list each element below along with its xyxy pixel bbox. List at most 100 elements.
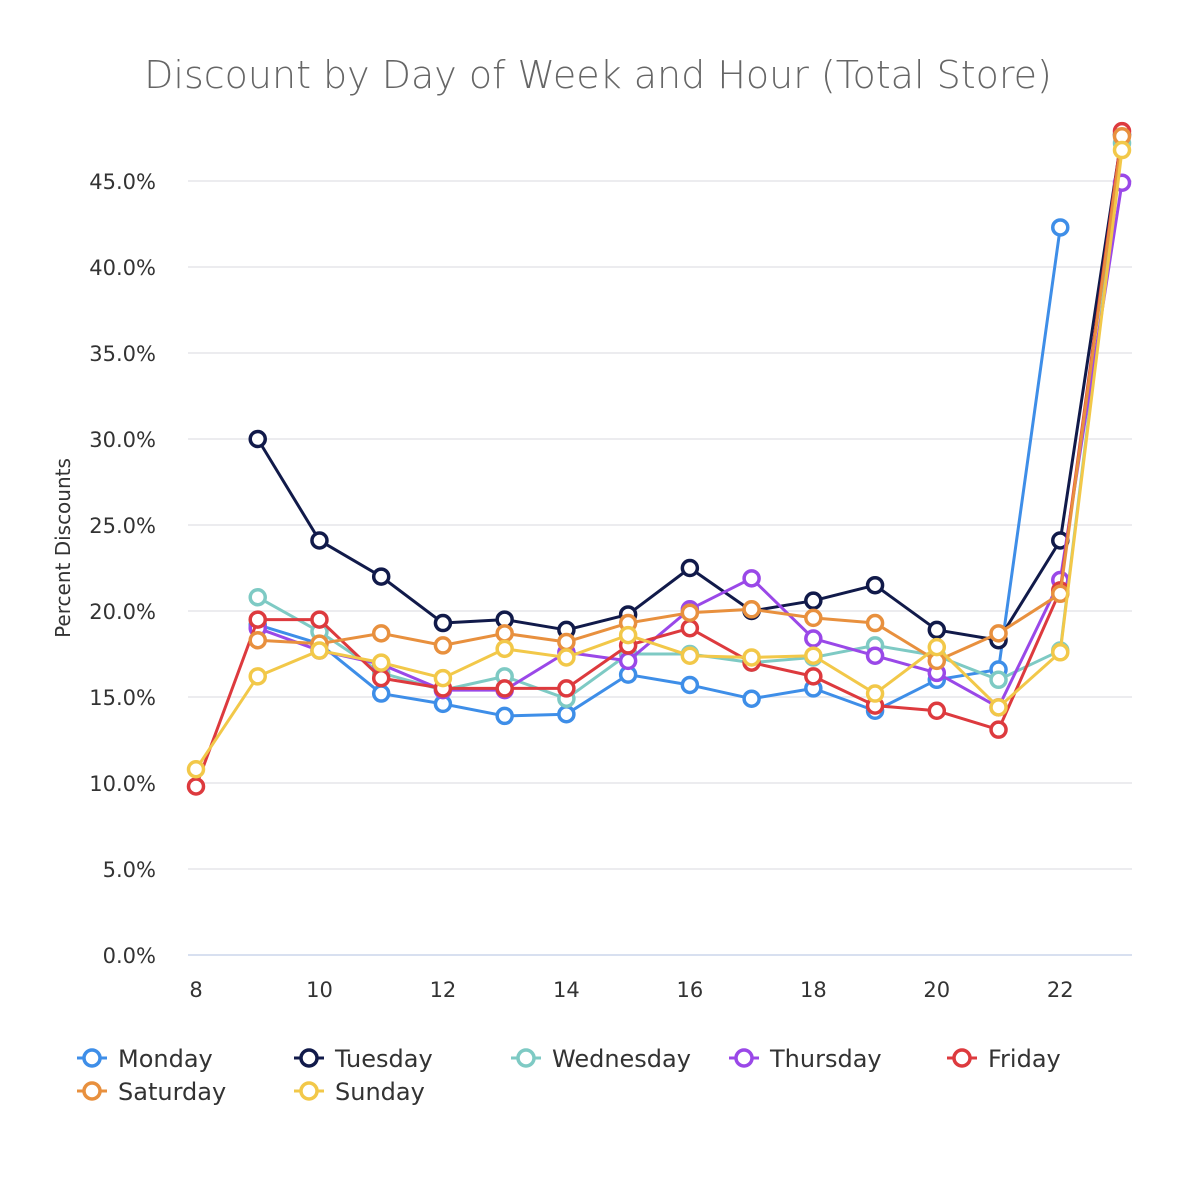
data-point-sunday[interactable] <box>1051 643 1070 662</box>
legend-label-tuesday: Tuesday <box>334 1045 433 1073</box>
data-point-thursday[interactable] <box>804 629 823 648</box>
data-point-saturday[interactable] <box>557 632 576 652</box>
data-point-sunday[interactable] <box>618 625 638 645</box>
data-point-sunday[interactable] <box>742 648 761 667</box>
data-point-friday[interactable] <box>989 720 1008 739</box>
y-tick-label: 5.0% <box>103 858 156 882</box>
legend-item-sunday[interactable]: Sunday <box>294 1078 425 1106</box>
y-tick-label: 10.0% <box>89 772 156 796</box>
legend-marker-sunday <box>299 1081 319 1101</box>
data-point-sunday[interactable] <box>248 667 267 686</box>
data-point-sunday[interactable] <box>804 646 823 665</box>
legend-marker-monday <box>82 1048 102 1068</box>
legend[interactable]: Monday Tuesday Wednesday Thursday Friday Satu… <box>77 1045 1061 1106</box>
gridlines <box>188 180 1132 870</box>
x-tick-label: 22 <box>1047 978 1074 1002</box>
data-point-tuesday[interactable] <box>310 531 329 550</box>
legend-item-saturday[interactable]: Saturday <box>77 1078 226 1106</box>
data-point-monday[interactable] <box>557 704 576 724</box>
data-point-sunday[interactable] <box>371 653 391 672</box>
data-point-sunday[interactable] <box>865 684 885 703</box>
data-point-friday[interactable] <box>557 679 576 698</box>
y-tick-label: 35.0% <box>89 342 156 366</box>
data-point-friday[interactable] <box>248 610 267 629</box>
y-axis-title: Percent Discounts <box>51 458 75 638</box>
data-point-wednesday[interactable] <box>989 670 1008 690</box>
x-tick-label: 10 <box>306 978 333 1002</box>
data-point-friday[interactable] <box>371 668 391 688</box>
legend-label-sunday: Sunday <box>335 1078 425 1106</box>
data-point-tuesday[interactable] <box>865 575 885 595</box>
legend-item-tuesday[interactable]: Tuesday <box>294 1045 433 1073</box>
data-point-monday[interactable] <box>1051 218 1070 237</box>
y-tick-label: 40.0% <box>89 256 156 280</box>
y-tick-label: 15.0% <box>89 686 156 710</box>
data-point-saturday[interactable] <box>804 608 823 628</box>
y-axis-ticks: 0.0% 5.0% 10.0% 15.0% 20.0% 25.0% 30.0% 35.0% 40… <box>89 170 156 968</box>
legend-label-monday: Monday <box>118 1045 213 1073</box>
data-point-tuesday[interactable] <box>680 558 700 578</box>
data-point-thursday[interactable] <box>618 651 638 671</box>
y-tick-label: 20.0% <box>89 600 156 624</box>
legend-label-thursday: Thursday <box>769 1045 882 1073</box>
series-friday <box>186 121 1132 796</box>
legend-item-wednesday[interactable]: Wednesday <box>511 1045 691 1073</box>
x-tick-label: 8 <box>189 978 202 1002</box>
data-point-sunday[interactable] <box>495 639 514 659</box>
data-point-monday[interactable] <box>495 706 514 726</box>
data-point-friday[interactable] <box>680 618 700 638</box>
legend-item-friday[interactable]: Friday <box>947 1045 1061 1073</box>
data-point-monday[interactable] <box>742 689 761 708</box>
series-line-monday <box>256 225 1062 718</box>
data-point-friday[interactable] <box>186 777 206 796</box>
data-point-friday[interactable] <box>927 701 947 721</box>
data-point-tuesday[interactable] <box>927 620 947 640</box>
data-point-sunday[interactable] <box>680 646 700 665</box>
legend-label-wednesday: Wednesday <box>552 1045 691 1073</box>
legend-item-monday[interactable]: Monday <box>77 1045 213 1073</box>
data-point-sunday[interactable] <box>927 637 947 657</box>
data-point-saturday[interactable] <box>865 613 885 633</box>
legend-marker-wednesday <box>516 1048 536 1068</box>
data-point-saturday[interactable] <box>495 624 514 643</box>
series-line-sunday <box>194 148 1124 771</box>
x-tick-label: 18 <box>800 978 827 1002</box>
data-point-tuesday[interactable] <box>248 429 267 449</box>
data-point-thursday[interactable] <box>742 569 761 588</box>
data-point-tuesday[interactable] <box>371 567 391 586</box>
data-point-sunday[interactable] <box>186 759 206 779</box>
data-point-wednesday[interactable] <box>248 587 267 607</box>
data-point-sunday[interactable] <box>989 698 1008 717</box>
series-group <box>186 121 1132 796</box>
x-axis-ticks: 8 10 12 14 16 18 20 22 <box>189 978 1073 1002</box>
data-point-tuesday[interactable] <box>804 591 823 610</box>
legend-marker-friday <box>952 1048 972 1068</box>
data-point-friday[interactable] <box>804 667 823 686</box>
x-tick-label: 16 <box>676 978 703 1002</box>
data-point-thursday[interactable] <box>865 646 885 665</box>
data-point-saturday[interactable] <box>433 636 453 655</box>
legend-label-friday: Friday <box>988 1045 1061 1073</box>
data-point-sunday[interactable] <box>557 648 576 667</box>
data-point-saturday[interactable] <box>248 630 267 650</box>
legend-item-thursday[interactable]: Thursday <box>729 1045 882 1073</box>
data-point-friday[interactable] <box>495 679 514 698</box>
data-point-sunday[interactable] <box>1112 140 1132 160</box>
data-point-saturday[interactable] <box>989 624 1008 643</box>
series-saturday <box>248 127 1132 671</box>
data-point-sunday[interactable] <box>433 668 453 688</box>
data-point-monday[interactable] <box>371 684 391 703</box>
data-point-tuesday[interactable] <box>433 613 453 633</box>
data-point-saturday[interactable] <box>742 600 761 619</box>
data-point-sunday[interactable] <box>310 641 329 660</box>
data-point-saturday[interactable] <box>371 624 391 643</box>
y-tick-label: 45.0% <box>89 170 156 194</box>
data-point-monday[interactable] <box>680 675 700 695</box>
series-sunday <box>186 140 1132 779</box>
series-tuesday <box>248 125 1132 650</box>
data-point-friday[interactable] <box>310 610 329 629</box>
series-line-friday <box>194 129 1124 788</box>
y-tick-label: 30.0% <box>89 428 156 452</box>
data-point-saturday[interactable] <box>680 603 700 622</box>
